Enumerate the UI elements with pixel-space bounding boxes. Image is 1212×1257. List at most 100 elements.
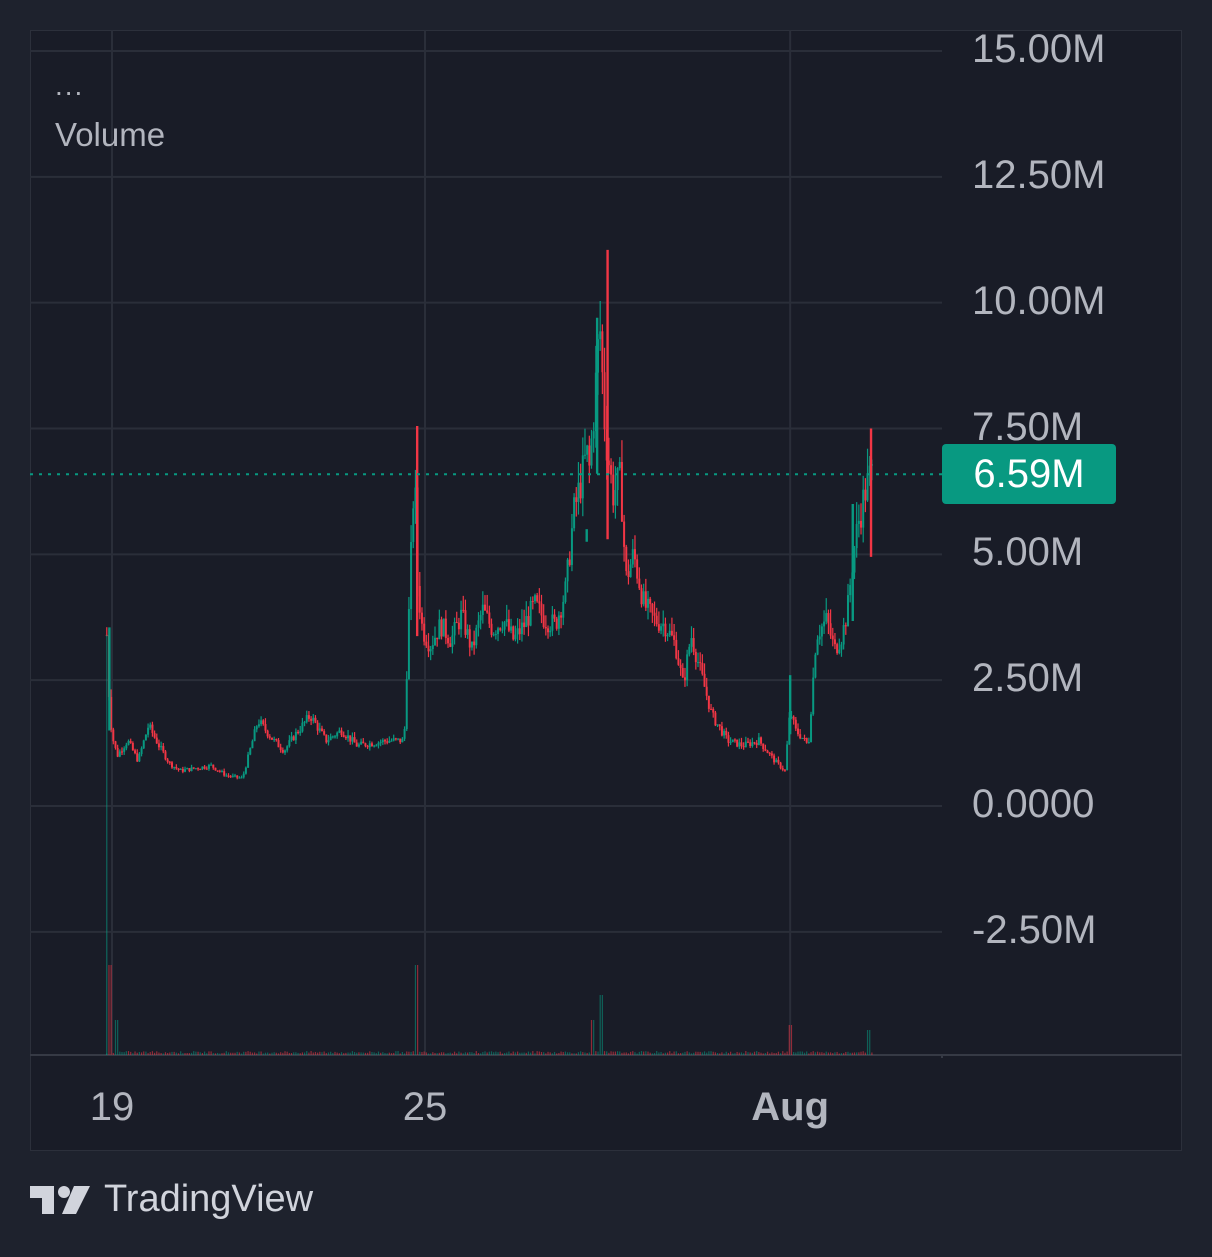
volume-histogram-bar bbox=[264, 1052, 267, 1055]
candle-body bbox=[307, 715, 310, 719]
volume-histogram-bar bbox=[758, 1052, 760, 1055]
volume-histogram-bar bbox=[597, 1051, 599, 1055]
candle-body bbox=[740, 742, 743, 747]
volume-histogram-bar bbox=[190, 1052, 193, 1055]
candle-body bbox=[664, 623, 667, 637]
volume-histogram-bar bbox=[832, 1053, 834, 1055]
chart-frame[interactable] bbox=[30, 30, 1182, 1151]
candle-body bbox=[551, 614, 554, 631]
volume-histogram-bar bbox=[347, 1052, 349, 1055]
candle-body bbox=[660, 626, 663, 631]
candle-body bbox=[553, 614, 556, 619]
candle-body bbox=[599, 331, 602, 340]
candle-body bbox=[749, 742, 752, 747]
candle-body bbox=[470, 641, 473, 648]
candle-body bbox=[179, 768, 182, 770]
legend-menu[interactable]: ... bbox=[55, 70, 85, 101]
candle-body bbox=[697, 662, 700, 664]
volume-histogram-bar bbox=[686, 1051, 688, 1055]
candle-body bbox=[388, 740, 391, 743]
candle-body bbox=[273, 739, 276, 741]
candle-body bbox=[397, 738, 400, 740]
candle-body bbox=[373, 745, 376, 747]
candle-body bbox=[244, 767, 247, 774]
volume-histogram-bar bbox=[484, 1051, 486, 1055]
volume-histogram-bar bbox=[197, 1051, 199, 1055]
candle-body bbox=[651, 603, 654, 613]
candle-body bbox=[444, 618, 447, 639]
volume-histogram-bar bbox=[217, 1052, 219, 1055]
candle-body bbox=[520, 622, 523, 635]
candle-body bbox=[777, 759, 780, 763]
volume-histogram-bar bbox=[634, 1052, 636, 1055]
volume-histogram-bar bbox=[397, 1051, 399, 1055]
candle-body bbox=[525, 616, 528, 628]
volume-histogram-bar bbox=[851, 1052, 853, 1055]
candle-body bbox=[110, 697, 113, 730]
volume-histogram-bar bbox=[675, 1051, 677, 1055]
candle-body bbox=[716, 724, 719, 726]
volume-histogram-bar bbox=[795, 1052, 797, 1055]
volume-histogram-bar bbox=[825, 1051, 827, 1055]
candle-body bbox=[116, 747, 119, 757]
candle-body bbox=[344, 736, 347, 739]
candle-body bbox=[466, 629, 469, 635]
volume-histogram-bar bbox=[138, 1051, 140, 1055]
candle-body bbox=[677, 658, 680, 665]
volume-histogram-bar bbox=[119, 1051, 121, 1055]
candle-body bbox=[603, 372, 606, 430]
candle-body bbox=[829, 623, 832, 636]
candle-body bbox=[262, 720, 265, 725]
candle-body bbox=[407, 609, 410, 680]
volume-histogram-bar bbox=[240, 1053, 243, 1055]
candle-body bbox=[112, 729, 115, 742]
volume-histogram-bar bbox=[238, 1052, 240, 1055]
volume-histogram-bar bbox=[632, 1051, 634, 1055]
candle-body bbox=[612, 474, 615, 506]
volume-histogram-bar bbox=[214, 1053, 217, 1055]
x-tick-label: 25 bbox=[402, 1085, 448, 1129]
x-tick-label: Aug bbox=[751, 1085, 830, 1129]
volume-histogram-bar bbox=[495, 1051, 497, 1055]
volume-histogram-bar bbox=[160, 1053, 162, 1055]
candle-body bbox=[729, 742, 732, 744]
candle-body bbox=[557, 615, 560, 629]
volume-histogram-bar bbox=[125, 1051, 127, 1055]
volume-histogram-bar bbox=[375, 1053, 377, 1055]
volume-histogram-bar bbox=[580, 1051, 582, 1055]
volume-histogram-bar bbox=[858, 1052, 860, 1055]
candle-body bbox=[742, 746, 745, 748]
volume-histogram-bar bbox=[260, 1051, 262, 1055]
candle-body bbox=[779, 762, 782, 769]
candle-body bbox=[616, 468, 619, 491]
volume-histogram-bar bbox=[836, 1051, 838, 1055]
volume-histogram-bar bbox=[399, 1053, 401, 1055]
volume-histogram-bar bbox=[156, 1051, 158, 1055]
candle-body bbox=[433, 637, 436, 646]
candle-body bbox=[399, 738, 402, 743]
volume-histogram-bar bbox=[462, 1053, 464, 1055]
candle-body bbox=[453, 622, 456, 636]
volume-histogram-bar bbox=[519, 1052, 521, 1055]
volume-histogram-bar bbox=[403, 1053, 406, 1055]
volume-histogram-bar bbox=[647, 1051, 649, 1055]
volume-histogram-bar bbox=[619, 1051, 621, 1055]
candle-body bbox=[805, 737, 808, 743]
volume-histogram-bar bbox=[327, 1052, 330, 1055]
volume-histogram-bar bbox=[866, 1030, 869, 1055]
candle-body bbox=[288, 740, 291, 747]
volume-histogram-bar bbox=[210, 1051, 212, 1055]
candle-body bbox=[725, 730, 728, 736]
candle-body bbox=[686, 654, 689, 681]
candle-body bbox=[449, 643, 452, 647]
volume-histogram-bar bbox=[658, 1052, 660, 1055]
volume-histogram-bar bbox=[234, 1052, 236, 1055]
volume-histogram-bar bbox=[532, 1051, 534, 1055]
brand-name: TradingView bbox=[104, 1178, 314, 1220]
candle-body bbox=[683, 677, 686, 681]
volume-histogram-bar bbox=[512, 1051, 514, 1055]
volume-histogram-bar bbox=[747, 1052, 749, 1055]
brand[interactable]: TradingView bbox=[30, 1178, 313, 1221]
volume-histogram-bar bbox=[440, 1052, 443, 1055]
